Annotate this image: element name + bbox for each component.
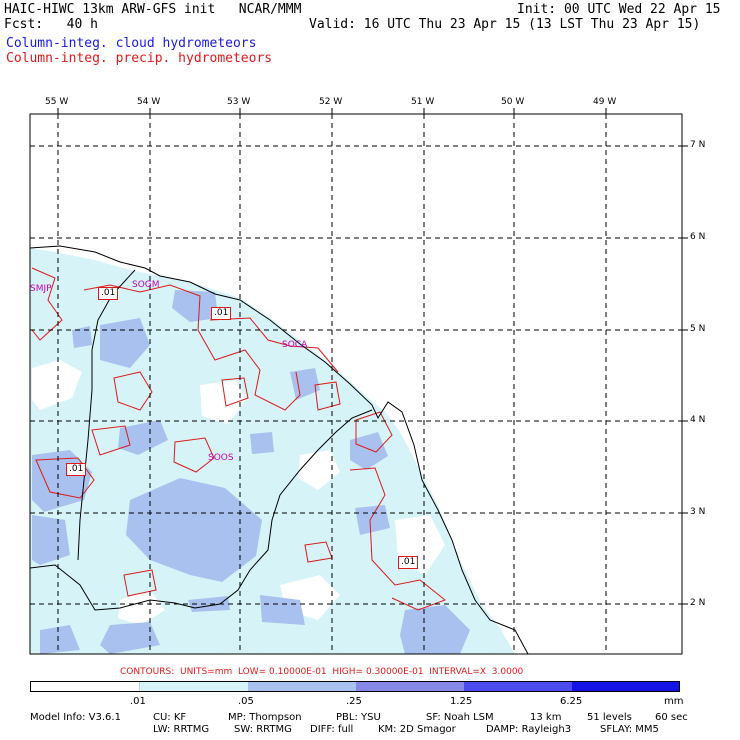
model-info: 13 km	[530, 712, 562, 723]
station-label: SOOS	[208, 453, 234, 463]
lat-label: 6 N	[690, 232, 706, 242]
contour-label: .01	[398, 556, 419, 569]
model-info: 60 sec	[655, 712, 688, 723]
station-label: SMJP	[30, 284, 52, 294]
lat-label: 3 N	[690, 507, 706, 517]
colorbar-tick: 1.25	[450, 696, 473, 707]
model-info: SW: RRTMG	[234, 724, 292, 735]
lon-label: 55 W	[45, 97, 69, 107]
cloud-field-gap	[118, 590, 165, 625]
cloud-field-medium	[32, 290, 470, 654]
lat-label: 5 N	[690, 324, 706, 334]
model-info: 51 levels	[587, 712, 632, 723]
model-info: LW: RRTMG	[153, 724, 210, 735]
model-info: MP: Thompson	[228, 712, 302, 723]
axis-ticks	[57, 108, 688, 605]
colorbar-bin	[248, 682, 356, 691]
coastline	[30, 245, 529, 654]
precip-field-label: Column-integ. precip. hydrometeors	[6, 51, 273, 66]
contour-label: .01	[66, 463, 87, 476]
cloud-field-gap	[32, 360, 82, 410]
forecast-hour: Fcst: 40 h	[4, 17, 98, 32]
contour-label: .01	[98, 287, 119, 300]
lat-label: 2 N	[690, 598, 706, 608]
colorbar-bin	[464, 682, 572, 691]
lat-label: 4 N	[690, 415, 706, 425]
lon-label: 51 W	[411, 97, 435, 107]
lon-label: 53 W	[227, 97, 251, 107]
colorbar-tick: .25	[346, 696, 362, 707]
contour-info: CONTOURS: UNITS=mm LOW= 0.10000E-01 HIGH…	[120, 667, 524, 677]
colorbar-bin	[31, 682, 140, 691]
colorbar-bin	[572, 682, 679, 691]
lon-label: 52 W	[319, 97, 343, 107]
cloud-field-label: Column-integ. cloud hydrometeors	[6, 36, 257, 51]
lat-lon-grid	[30, 114, 682, 654]
model-title: HAIC-HIWC 13km ARW-GFS init NCAR/MMM	[4, 2, 302, 17]
model-info: CU: KF	[153, 712, 187, 723]
colorbar-units: mm	[664, 696, 684, 707]
lon-label: 49 W	[593, 97, 617, 107]
contour-label: .01	[211, 307, 232, 320]
station-label: SOGM	[132, 280, 160, 290]
model-info: KM: 2D Smagor	[378, 724, 456, 735]
colorbar-tick: .01	[130, 696, 146, 707]
lat-label: 7 N	[690, 140, 706, 150]
colorbar-tick: .05	[238, 696, 254, 707]
lon-label: 54 W	[137, 97, 161, 107]
colorbar-tick: 6.25	[560, 696, 583, 707]
model-info: DAMP: Rayleigh3	[486, 724, 572, 735]
colorbar-bin	[356, 682, 464, 691]
model-info: SFLAY: MM5	[600, 724, 659, 735]
station-label: SOCA	[282, 340, 308, 350]
colorbar	[30, 681, 680, 692]
precip-contours	[31, 267, 447, 611]
map-frame	[29, 113, 683, 655]
model-info: Model Info: V3.6.1	[30, 712, 121, 723]
colorbar-bin	[140, 682, 248, 691]
model-info: PBL: YSU	[336, 712, 381, 723]
model-info: DIFF: full	[310, 724, 354, 735]
cloud-field-gap	[200, 380, 246, 424]
model-info: SF: Noah LSM	[426, 712, 494, 723]
lon-label: 50 W	[501, 97, 525, 107]
init-time: Init: 00 UTC Wed 22 Apr 15	[517, 2, 721, 17]
valid-time: Valid: 16 UTC Thu 23 Apr 15 (13 LST Thu …	[309, 17, 701, 32]
